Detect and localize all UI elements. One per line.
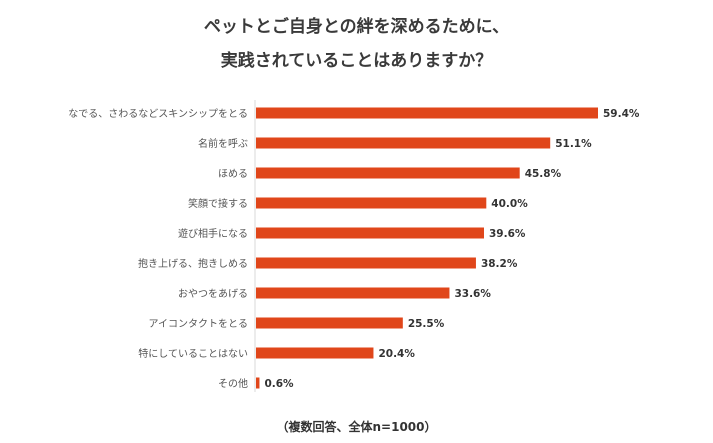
chart-title-line2: 実践されていることはありますか？ xyxy=(220,51,493,71)
category-label: ほめる xyxy=(218,168,248,180)
value-label: 59.4% xyxy=(603,108,640,120)
category-label: おやつをあげる xyxy=(178,288,248,300)
category-label: アイコンタクトをとる xyxy=(149,318,249,330)
category-label: 抱き上げる、抱きしめる xyxy=(138,257,248,270)
value-label: 20.4% xyxy=(378,348,415,360)
value-label: 39.6% xyxy=(489,228,526,240)
value-label: 51.1% xyxy=(555,138,592,150)
chart-title-line1: ペットとご自身との絆を深めるために、 xyxy=(203,17,510,37)
bar xyxy=(256,107,598,119)
bar xyxy=(256,167,520,179)
category-label: 名前を呼ぶ xyxy=(198,137,248,150)
category-label: その他 xyxy=(218,377,248,390)
sample-note: （複数回答、全体n=1000） xyxy=(276,420,437,434)
bar xyxy=(256,377,260,389)
category-label: なでる、さわるなどスキンシップをとる xyxy=(68,108,248,120)
value-label: 25.5% xyxy=(408,318,445,330)
category-label: 特にしていることはない xyxy=(138,348,248,360)
bar xyxy=(256,137,551,149)
value-label: 38.2% xyxy=(481,258,518,270)
value-label: 33.6% xyxy=(454,288,491,300)
bar xyxy=(256,317,403,329)
bar xyxy=(256,257,476,269)
value-label: 40.0% xyxy=(491,198,528,210)
value-label: 0.6% xyxy=(264,378,294,390)
bar xyxy=(256,227,484,239)
bar xyxy=(256,347,374,359)
value-label: 45.8% xyxy=(525,168,562,180)
category-label: 遊び相手になる xyxy=(178,227,248,240)
bar xyxy=(256,287,450,299)
category-label: 笑顔で接する xyxy=(188,197,248,210)
bar xyxy=(256,197,487,209)
